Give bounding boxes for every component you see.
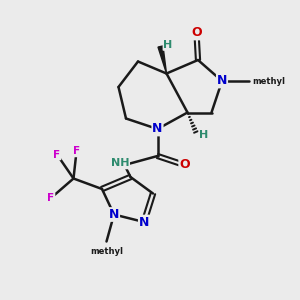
Text: H: H: [164, 40, 172, 50]
Text: O: O: [191, 26, 202, 40]
Text: N: N: [139, 215, 149, 229]
Text: N: N: [217, 74, 227, 88]
Text: NH: NH: [111, 158, 129, 169]
Text: methyl: methyl: [90, 247, 123, 256]
Polygon shape: [158, 46, 166, 74]
Text: H: H: [200, 130, 208, 140]
Text: N: N: [152, 122, 163, 136]
Text: F: F: [73, 146, 80, 157]
Text: methyl: methyl: [253, 76, 286, 85]
Text: F: F: [53, 149, 61, 160]
Text: F: F: [47, 193, 55, 203]
Text: N: N: [109, 208, 119, 221]
Text: O: O: [179, 158, 190, 172]
